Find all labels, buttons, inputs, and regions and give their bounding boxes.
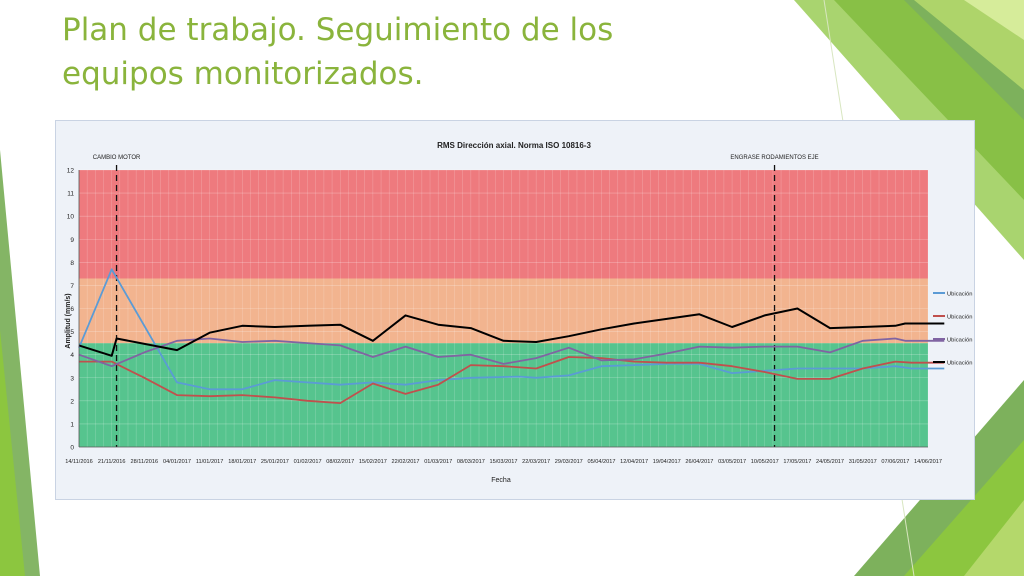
x-tick-label: 08/02/2017 <box>326 459 354 465</box>
y-tick-label: 1 <box>70 421 74 428</box>
x-tick-label: 14/06/2017 <box>914 459 942 465</box>
slide-title-line-2: equipos monitorizados. <box>62 56 424 92</box>
y-tick-label: 5 <box>70 329 74 336</box>
rms-line-chart: RMS Dirección axial. Norma ISO 10816-3 F… <box>65 141 974 484</box>
x-tick-label: 19/04/2017 <box>653 459 681 465</box>
x-tick-label: 29/03/2017 <box>555 459 583 465</box>
chart-title: RMS Dirección axial. Norma ISO 10816-3 <box>437 141 591 150</box>
slide-title: Plan de trabajo. Seguimiento de los equi… <box>62 8 762 96</box>
x-tick-label: 05/04/2017 <box>587 459 615 465</box>
x-tick-label: 04/01/2017 <box>163 459 191 465</box>
annotation-label-0: CAMBIO MOTOR <box>93 155 141 161</box>
x-tick-label: 31/05/2017 <box>849 459 877 465</box>
x-tick-label: 01/02/2017 <box>294 459 322 465</box>
x-tick-label: 18/01/2017 <box>228 459 256 465</box>
y-tick-label: 9 <box>70 237 74 244</box>
x-tick-label: 10/05/2017 <box>751 459 779 465</box>
x-tick-label: 14/11/2016 <box>65 459 93 465</box>
x-tick-label: 22/02/2017 <box>392 459 420 465</box>
x-tick-label: 15/02/2017 <box>359 459 387 465</box>
y-tick-label: 8 <box>70 260 74 267</box>
y-tick-label: 2 <box>70 398 74 405</box>
y-tick-label: 4 <box>70 352 74 359</box>
chart-frame: RMS Dirección axial. Norma ISO 10816-3 F… <box>55 120 975 500</box>
y-tick-label: 0 <box>70 445 74 452</box>
legend-label-1: Ubicación 1 <box>947 292 974 298</box>
x-tick-label: 08/03/2017 <box>457 459 485 465</box>
y-tick-label: 11 <box>67 191 74 198</box>
y-tick-label: 7 <box>70 283 74 290</box>
x-tick-label: 11/01/2017 <box>196 459 224 465</box>
x-tick-label: 22/03/2017 <box>522 459 550 465</box>
legend-label-3: Ubicación 3 <box>947 338 974 344</box>
x-tick-label: 03/05/2017 <box>718 459 746 465</box>
x-tick-label: 28/11/2016 <box>131 459 159 465</box>
x-tick-label: 26/04/2017 <box>685 459 713 465</box>
y-tick-label: 12 <box>67 168 75 175</box>
x-tick-label: 01/03/2017 <box>424 459 452 465</box>
green-left-decoration <box>0 150 40 576</box>
x-axis-label: Fecha <box>491 477 511 484</box>
series-line-3 <box>78 337 945 368</box>
x-tick-label: 12/04/2017 <box>620 459 648 465</box>
slide-title-line-1: Plan de trabajo. Seguimiento de los <box>62 12 614 48</box>
x-tick-label: 21/11/2016 <box>98 459 126 465</box>
series-line-4 <box>78 307 945 357</box>
y-tick-label: 6 <box>70 306 74 313</box>
x-tick-label: 17/05/2017 <box>783 459 811 465</box>
y-axis-label: Amplitud (mm/s) <box>65 293 72 348</box>
legend-label-2: Ubicación 2 <box>947 315 974 321</box>
x-tick-label: 15/03/2017 <box>490 459 518 465</box>
series-line-1 <box>78 268 945 391</box>
legend-label-4: Ubicación 4 <box>947 361 974 367</box>
y-tick-label: 10 <box>67 214 75 221</box>
series-line-2 <box>79 356 945 405</box>
x-tick-label: 25/01/2017 <box>261 459 289 465</box>
annotation-label-1: ENGRASE RODAMIENTOS EJE <box>730 155 818 161</box>
y-tick-label: 3 <box>70 375 74 382</box>
x-tick-label: 07/06/2017 <box>881 459 909 465</box>
zone-band-2 <box>79 170 928 279</box>
x-tick-label: 24/05/2017 <box>816 459 844 465</box>
